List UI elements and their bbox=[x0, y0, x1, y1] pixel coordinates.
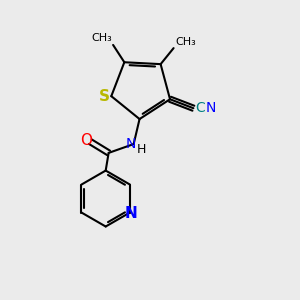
Text: N: N bbox=[126, 137, 136, 151]
Text: C: C bbox=[195, 100, 205, 115]
Text: N: N bbox=[205, 100, 215, 115]
Text: O: O bbox=[80, 133, 92, 148]
Text: H: H bbox=[137, 143, 147, 156]
Text: S: S bbox=[99, 89, 110, 104]
Text: CH₃: CH₃ bbox=[175, 37, 196, 46]
Text: CH₃: CH₃ bbox=[91, 34, 112, 44]
Text: N: N bbox=[125, 206, 138, 221]
